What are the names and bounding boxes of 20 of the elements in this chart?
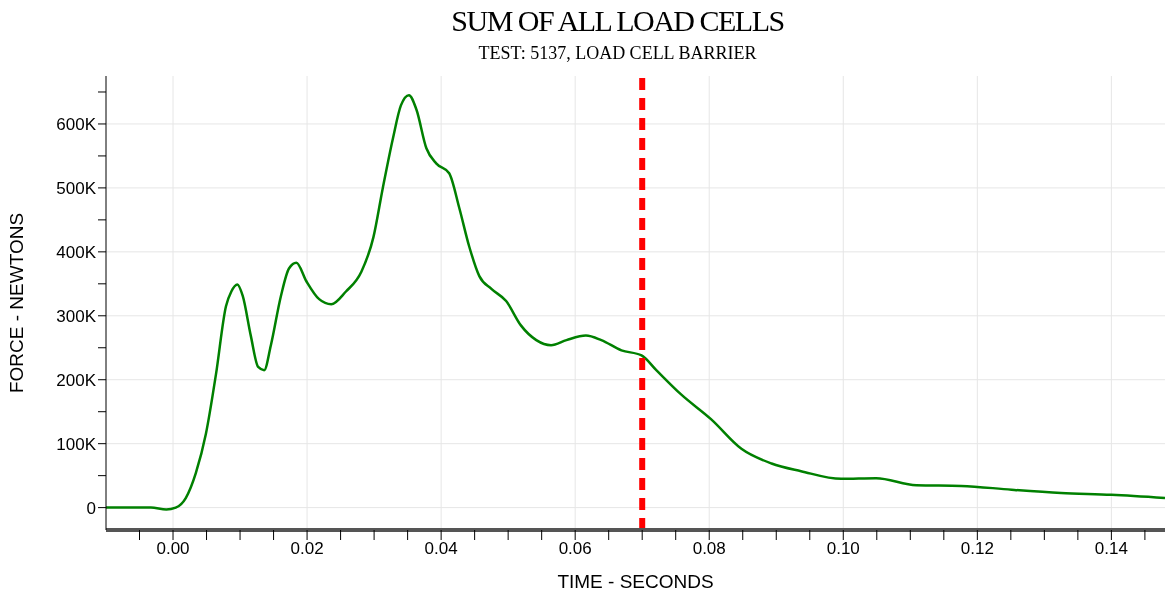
chart-title: SUM OF ALL LOAD CELLS	[450, 4, 785, 38]
y-tick-label: 0	[86, 498, 96, 518]
y-tick-label: 600K	[56, 114, 97, 134]
x-tick-label: 0.04	[424, 539, 458, 559]
x-tick-label: 0.06	[558, 539, 592, 559]
x-tick-label: 0.14	[1094, 539, 1128, 559]
y-tick-label: 400K	[56, 242, 97, 262]
chart-subtitle: TEST: 5137, LOAD CELL BARRIER	[477, 43, 758, 64]
x-tick-label: 0.00	[156, 539, 190, 559]
y-axis-title: FORCE - NEWTONS	[5, 212, 27, 394]
y-tick-label: 300K	[56, 306, 97, 326]
y-tick-label: 100K	[56, 434, 97, 454]
x-axis-title: TIME - SECONDS	[557, 571, 714, 592]
x-tick-label: 0.10	[826, 539, 860, 559]
x-tick-label: 0.12	[960, 539, 994, 559]
x-tick-label: 0.02	[290, 539, 324, 559]
y-tick-label: 500K	[56, 178, 97, 198]
y-tick-label: 200K	[56, 370, 97, 390]
x-tick-label: 0.08	[692, 539, 726, 559]
line-series	[106, 93, 1165, 511]
